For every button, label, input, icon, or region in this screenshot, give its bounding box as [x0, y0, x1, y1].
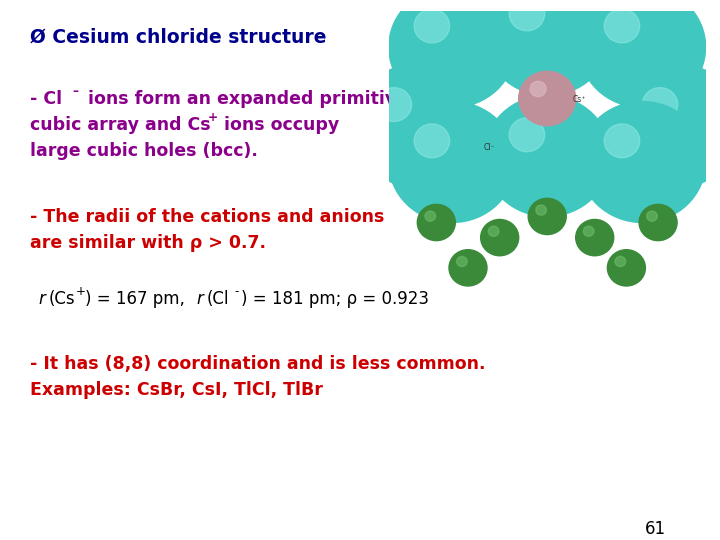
Text: Cs⁺: Cs⁺ [572, 94, 586, 104]
Circle shape [481, 219, 518, 256]
Text: ) = 167 pm,: ) = 167 pm, [85, 290, 190, 308]
Circle shape [576, 219, 613, 256]
Circle shape [617, 65, 720, 186]
Circle shape [536, 205, 546, 215]
Text: ions form an expanded primitive: ions form an expanded primitive [82, 90, 408, 108]
Text: r: r [38, 290, 45, 308]
Circle shape [509, 118, 544, 152]
Text: Examples: CsBr, CsI, TlCl, TlBr: Examples: CsBr, CsI, TlCl, TlBr [30, 381, 323, 399]
Circle shape [449, 249, 487, 286]
Text: cubic array and Cs: cubic array and Cs [30, 116, 211, 134]
Circle shape [604, 124, 639, 158]
Circle shape [579, 102, 706, 222]
Circle shape [414, 124, 449, 158]
Circle shape [488, 226, 499, 237]
Circle shape [376, 87, 412, 122]
Circle shape [518, 71, 576, 126]
Text: are similar with ρ > 0.7.: are similar with ρ > 0.7. [30, 234, 266, 252]
Circle shape [647, 211, 657, 221]
Circle shape [389, 0, 516, 107]
Text: Cl⁻: Cl⁻ [484, 143, 495, 152]
Text: –: – [72, 85, 78, 98]
Circle shape [389, 102, 516, 222]
Circle shape [583, 226, 594, 237]
Circle shape [579, 0, 706, 107]
Text: ions occupy: ions occupy [218, 116, 339, 134]
Text: large cubic holes (bcc).: large cubic holes (bcc). [30, 142, 258, 160]
Circle shape [615, 256, 626, 267]
Circle shape [528, 198, 566, 234]
Circle shape [608, 249, 645, 286]
Text: +: + [76, 285, 86, 298]
Circle shape [639, 204, 677, 241]
Circle shape [509, 0, 544, 31]
Text: - Cl: - Cl [30, 90, 62, 108]
Circle shape [484, 0, 611, 96]
Circle shape [642, 87, 678, 122]
Circle shape [456, 256, 467, 267]
Circle shape [414, 9, 449, 43]
Text: ) = 181 pm; ρ = 0.923: ) = 181 pm; ρ = 0.923 [241, 290, 429, 308]
Text: - It has (8,8) coordination and is less common.: - It has (8,8) coordination and is less … [30, 355, 485, 373]
Text: -: - [234, 285, 238, 298]
Text: r: r [196, 290, 203, 308]
Circle shape [484, 96, 611, 217]
Circle shape [425, 211, 436, 221]
Circle shape [351, 65, 477, 186]
Circle shape [604, 9, 639, 43]
Text: Ø Cesium chloride structure: Ø Cesium chloride structure [30, 28, 326, 47]
Text: - The radii of the cations and anions: - The radii of the cations and anions [30, 208, 384, 226]
Text: +: + [208, 111, 218, 124]
Text: 61: 61 [645, 520, 666, 538]
Text: (Cl: (Cl [207, 290, 230, 308]
Text: (Cs: (Cs [49, 290, 76, 308]
Circle shape [418, 204, 455, 241]
Circle shape [530, 82, 546, 97]
